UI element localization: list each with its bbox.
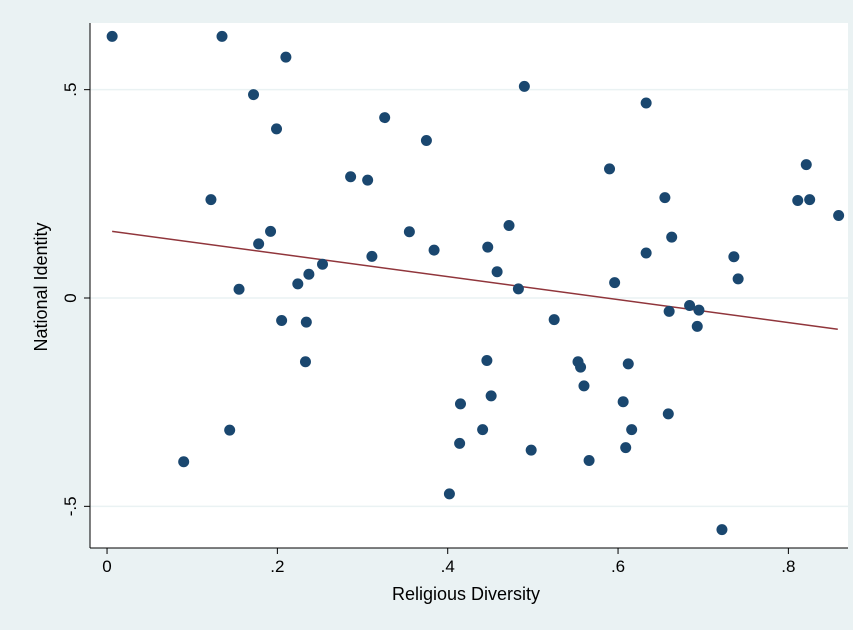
- data-point: [518, 80, 530, 92]
- plot-area: [90, 23, 848, 548]
- y-tick-label: -.5: [61, 496, 80, 516]
- axes: [89, 23, 848, 549]
- data-point: [640, 247, 652, 259]
- data-point: [804, 194, 816, 206]
- data-point: [693, 304, 705, 316]
- data-point: [420, 135, 432, 146]
- data-point: [578, 380, 590, 392]
- data-point: [477, 424, 489, 436]
- x-tick-label: 0: [102, 557, 111, 576]
- data-point: [276, 315, 288, 326]
- data-point: [178, 456, 190, 468]
- data-point: [525, 444, 537, 456]
- x-axis-label: Religious Diversity: [392, 584, 540, 604]
- data-point: [666, 231, 678, 243]
- data-point: [454, 437, 466, 449]
- data-point: [491, 266, 503, 278]
- data-point: [575, 361, 587, 373]
- data-point: [454, 398, 466, 410]
- data-point: [512, 283, 524, 295]
- data-point: [317, 258, 329, 270]
- data-point: [792, 195, 804, 206]
- x-tick-label: .4: [441, 557, 455, 576]
- data-point: [548, 314, 560, 326]
- grid-lines: [90, 88, 848, 508]
- data-point: [482, 241, 494, 253]
- data-point: [271, 123, 283, 135]
- data-point: [366, 250, 378, 262]
- data-point: [481, 355, 493, 366]
- data-point: [403, 226, 415, 238]
- data-point: [428, 244, 440, 256]
- data-point: [485, 390, 497, 402]
- data-point: [300, 316, 312, 328]
- data-point: [303, 268, 315, 280]
- data-point: [620, 442, 632, 454]
- x-tick-label: .2: [270, 557, 284, 576]
- data-point: [216, 30, 228, 42]
- data-point: [732, 273, 744, 285]
- data-point: [280, 51, 292, 63]
- data-point: [663, 305, 675, 317]
- data-point: [443, 488, 455, 500]
- x-tick-label: .8: [781, 557, 795, 576]
- data-point: [299, 356, 311, 368]
- data-point: [728, 251, 740, 263]
- data-point: [626, 424, 638, 436]
- data-point: [684, 300, 696, 311]
- data-point: [617, 396, 629, 408]
- data-point: [503, 220, 515, 231]
- data-point: [609, 277, 621, 289]
- data-point: [800, 159, 812, 171]
- data-point: [604, 163, 616, 175]
- fit-line: [112, 230, 838, 330]
- data-point: [233, 283, 245, 295]
- data-points: [106, 30, 845, 536]
- data-point: [662, 408, 674, 420]
- data-point: [362, 174, 374, 186]
- data-point: [716, 524, 728, 536]
- y-tick-label: .5: [61, 83, 80, 97]
- data-point: [205, 194, 217, 206]
- data-point: [379, 112, 391, 124]
- data-point: [583, 455, 595, 466]
- data-point: [345, 171, 357, 183]
- data-point: [248, 89, 260, 101]
- data-point: [253, 238, 265, 250]
- data-point: [622, 358, 634, 370]
- data-point: [265, 225, 277, 237]
- data-point: [292, 278, 304, 290]
- y-tick-label: 0: [61, 293, 80, 302]
- data-point: [640, 97, 652, 109]
- y-axis-ticks: -.5 0 .5: [61, 83, 90, 516]
- data-point: [224, 424, 236, 436]
- data-point: [833, 210, 845, 221]
- x-axis-ticks: 0 .2 .4 .6 .8: [102, 548, 795, 576]
- data-point: [106, 30, 118, 42]
- data-point: [659, 192, 671, 204]
- fit-line-group: [112, 230, 838, 330]
- x-tick-label: .6: [611, 557, 625, 576]
- data-point: [691, 320, 703, 332]
- y-axis-label: National Identity: [31, 222, 51, 351]
